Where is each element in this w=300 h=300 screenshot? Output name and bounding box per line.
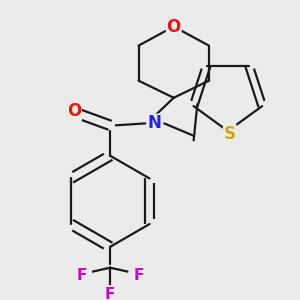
Text: F: F bbox=[76, 268, 87, 283]
Text: S: S bbox=[224, 125, 236, 143]
Text: O: O bbox=[67, 102, 81, 120]
Text: F: F bbox=[105, 287, 115, 300]
Text: N: N bbox=[148, 114, 162, 132]
Text: O: O bbox=[167, 18, 181, 36]
Text: F: F bbox=[134, 268, 144, 283]
